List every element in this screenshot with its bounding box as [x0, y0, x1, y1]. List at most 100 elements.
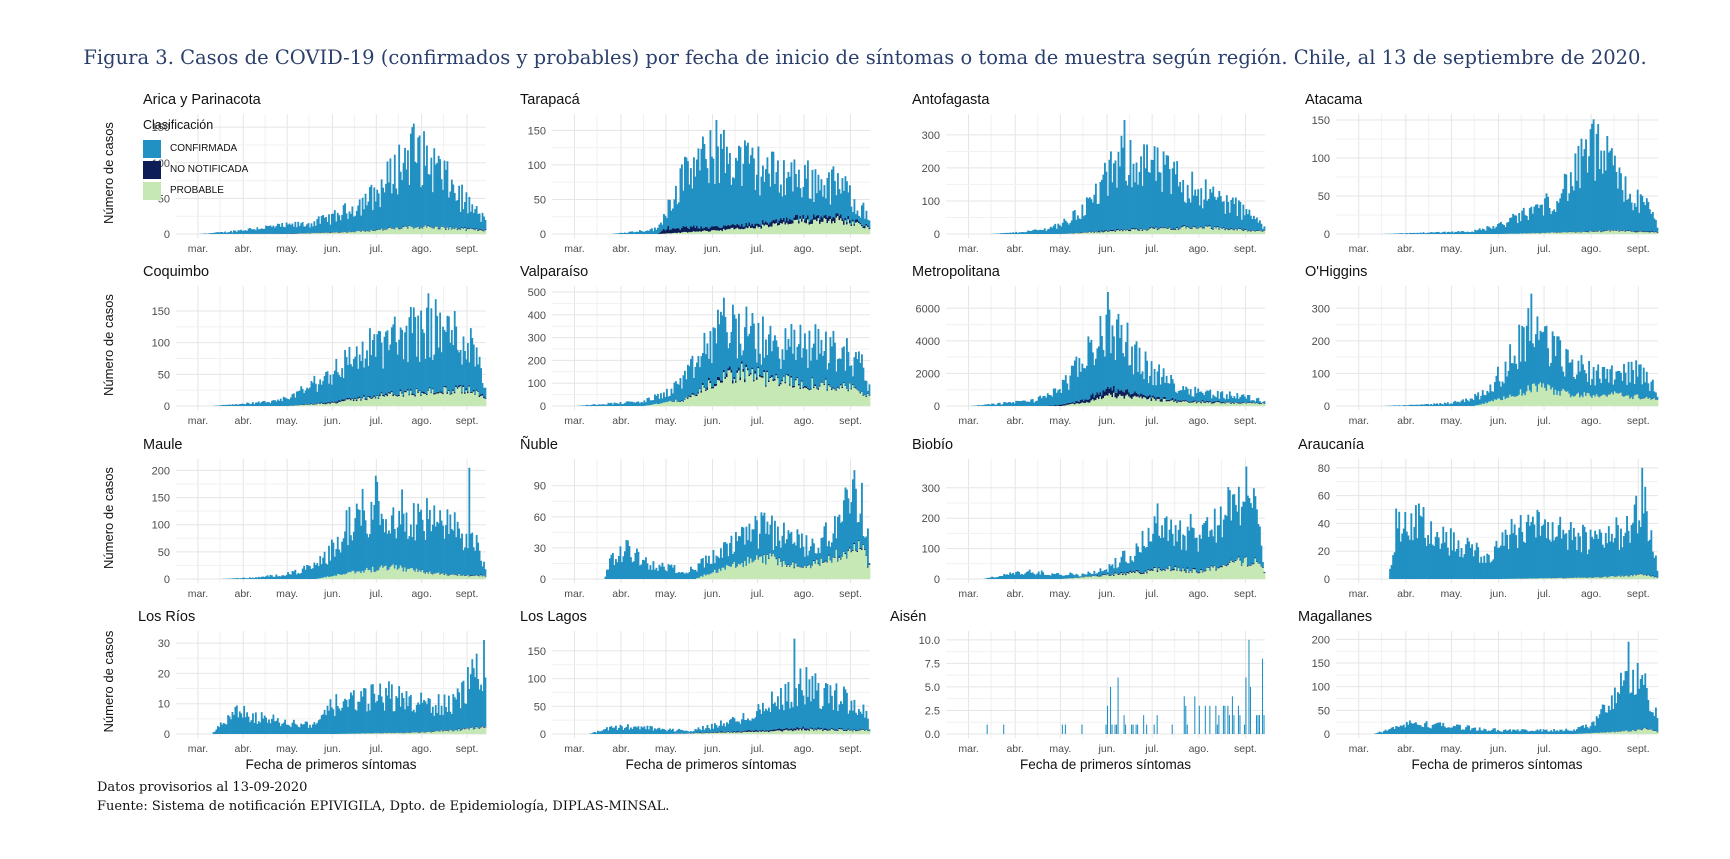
bar-probable	[736, 227, 739, 234]
bar-confirmada	[780, 184, 782, 219]
bar-probable	[816, 559, 818, 579]
bar-confirmada	[256, 227, 259, 234]
bar-confirmada	[1414, 404, 1417, 406]
bar-confirmada	[1161, 376, 1164, 399]
x-tick-label: jun.	[323, 415, 341, 427]
bar-confirmada	[1219, 196, 1222, 227]
bar-no-notificada	[379, 228, 382, 230]
bar-probable	[759, 556, 761, 579]
bar-confirmada	[281, 575, 284, 579]
bar-no-notificada	[1138, 395, 1141, 398]
bar-confirmada	[994, 577, 996, 579]
bar-confirmada	[237, 578, 240, 579]
bar-probable	[352, 232, 355, 234]
bar-probable	[1081, 232, 1084, 234]
bar-confirmada	[807, 555, 809, 566]
bar-no-notificada	[1108, 388, 1111, 394]
bar-no-notificada	[371, 230, 374, 231]
bar-confirmada	[311, 226, 314, 233]
bar-probable	[790, 223, 793, 234]
bar-confirmada	[1251, 218, 1254, 231]
bar-confirmada	[1653, 391, 1656, 398]
bar-confirmada	[263, 228, 266, 234]
bar-confirmada	[1003, 233, 1006, 234]
bar-confirmada	[616, 562, 619, 579]
bar-probable	[798, 223, 800, 234]
bar-confirmada	[430, 531, 433, 574]
bar-no-notificada	[747, 368, 749, 371]
bar-confirmada	[1194, 189, 1197, 227]
bar-probable	[379, 229, 382, 234]
bar-no-notificada	[1143, 228, 1145, 230]
bar-no-notificada	[781, 219, 784, 224]
bar-probable	[826, 562, 829, 579]
bar-no-notificada	[765, 385, 767, 387]
bar-confirmada	[1078, 218, 1081, 233]
bar-confirmada	[374, 475, 377, 572]
bar-confirmada	[724, 316, 727, 377]
bar-probable	[455, 386, 458, 406]
bar-probable	[660, 403, 662, 406]
bar-no-notificada	[472, 575, 475, 576]
bar-confirmada	[273, 576, 276, 579]
bar-no-notificada	[1586, 231, 1589, 233]
bar-confirmada	[409, 133, 412, 226]
bar-no-notificada	[1137, 229, 1139, 231]
bar-no-notificada	[1060, 404, 1063, 406]
bar-confirmada	[850, 206, 853, 225]
bar-confirmada	[691, 188, 694, 227]
bar-no-notificada	[1231, 402, 1234, 403]
bar-probable	[1601, 231, 1604, 234]
bar-confirmada	[852, 376, 854, 384]
bar-no-notificada	[1099, 575, 1102, 577]
bar-confirmada	[867, 219, 869, 226]
bar-no-notificada	[1135, 569, 1138, 572]
bar-confirmada	[666, 571, 668, 579]
bar-confirmada	[783, 160, 785, 218]
bar-confirmada	[745, 306, 748, 365]
bar-probable	[350, 400, 352, 406]
bar-confirmada	[360, 361, 363, 400]
bar-no-notificada	[799, 566, 802, 568]
bar-confirmada	[481, 382, 484, 394]
bar-confirmada	[729, 543, 731, 567]
bar-probable	[360, 400, 363, 406]
bar-probable	[328, 232, 330, 234]
bar-confirmada	[657, 393, 659, 405]
bar-confirmada	[750, 541, 752, 559]
bar-confirmada	[1411, 404, 1414, 406]
bar-no-notificada	[333, 401, 336, 403]
bar-confirmada	[1111, 564, 1114, 574]
bar-probable	[1072, 233, 1075, 234]
bar-probable	[852, 550, 854, 579]
bar-confirmada	[1534, 334, 1537, 386]
bar-probable	[763, 554, 766, 579]
bar-confirmada	[769, 186, 772, 223]
bar-confirmada	[804, 333, 806, 386]
bar-probable	[303, 405, 306, 406]
bar-probable	[709, 383, 712, 406]
bar-confirmada	[298, 226, 301, 234]
bar-confirmada	[630, 231, 632, 234]
bar-probable	[360, 573, 363, 579]
bar-probable	[475, 575, 478, 579]
bar-probable	[681, 232, 683, 234]
bar-probable	[1067, 578, 1070, 579]
bar-confirmada	[423, 131, 425, 226]
bar-probable	[388, 228, 390, 234]
bar-confirmada	[278, 400, 281, 406]
bar-confirmada	[1475, 395, 1478, 406]
bar-confirmada	[402, 359, 405, 396]
bar-confirmada	[864, 380, 866, 395]
bar-probable	[1100, 231, 1103, 234]
bar-no-notificada	[796, 565, 799, 567]
bar-probable	[1236, 230, 1239, 234]
bar-probable	[1240, 403, 1243, 406]
bar-confirmada	[1019, 574, 1022, 579]
bar-confirmada	[240, 403, 243, 406]
bar-no-notificada	[742, 227, 745, 230]
bar-confirmada	[628, 546, 631, 579]
bar-confirmada	[789, 533, 791, 567]
bar-confirmada	[1586, 381, 1589, 393]
